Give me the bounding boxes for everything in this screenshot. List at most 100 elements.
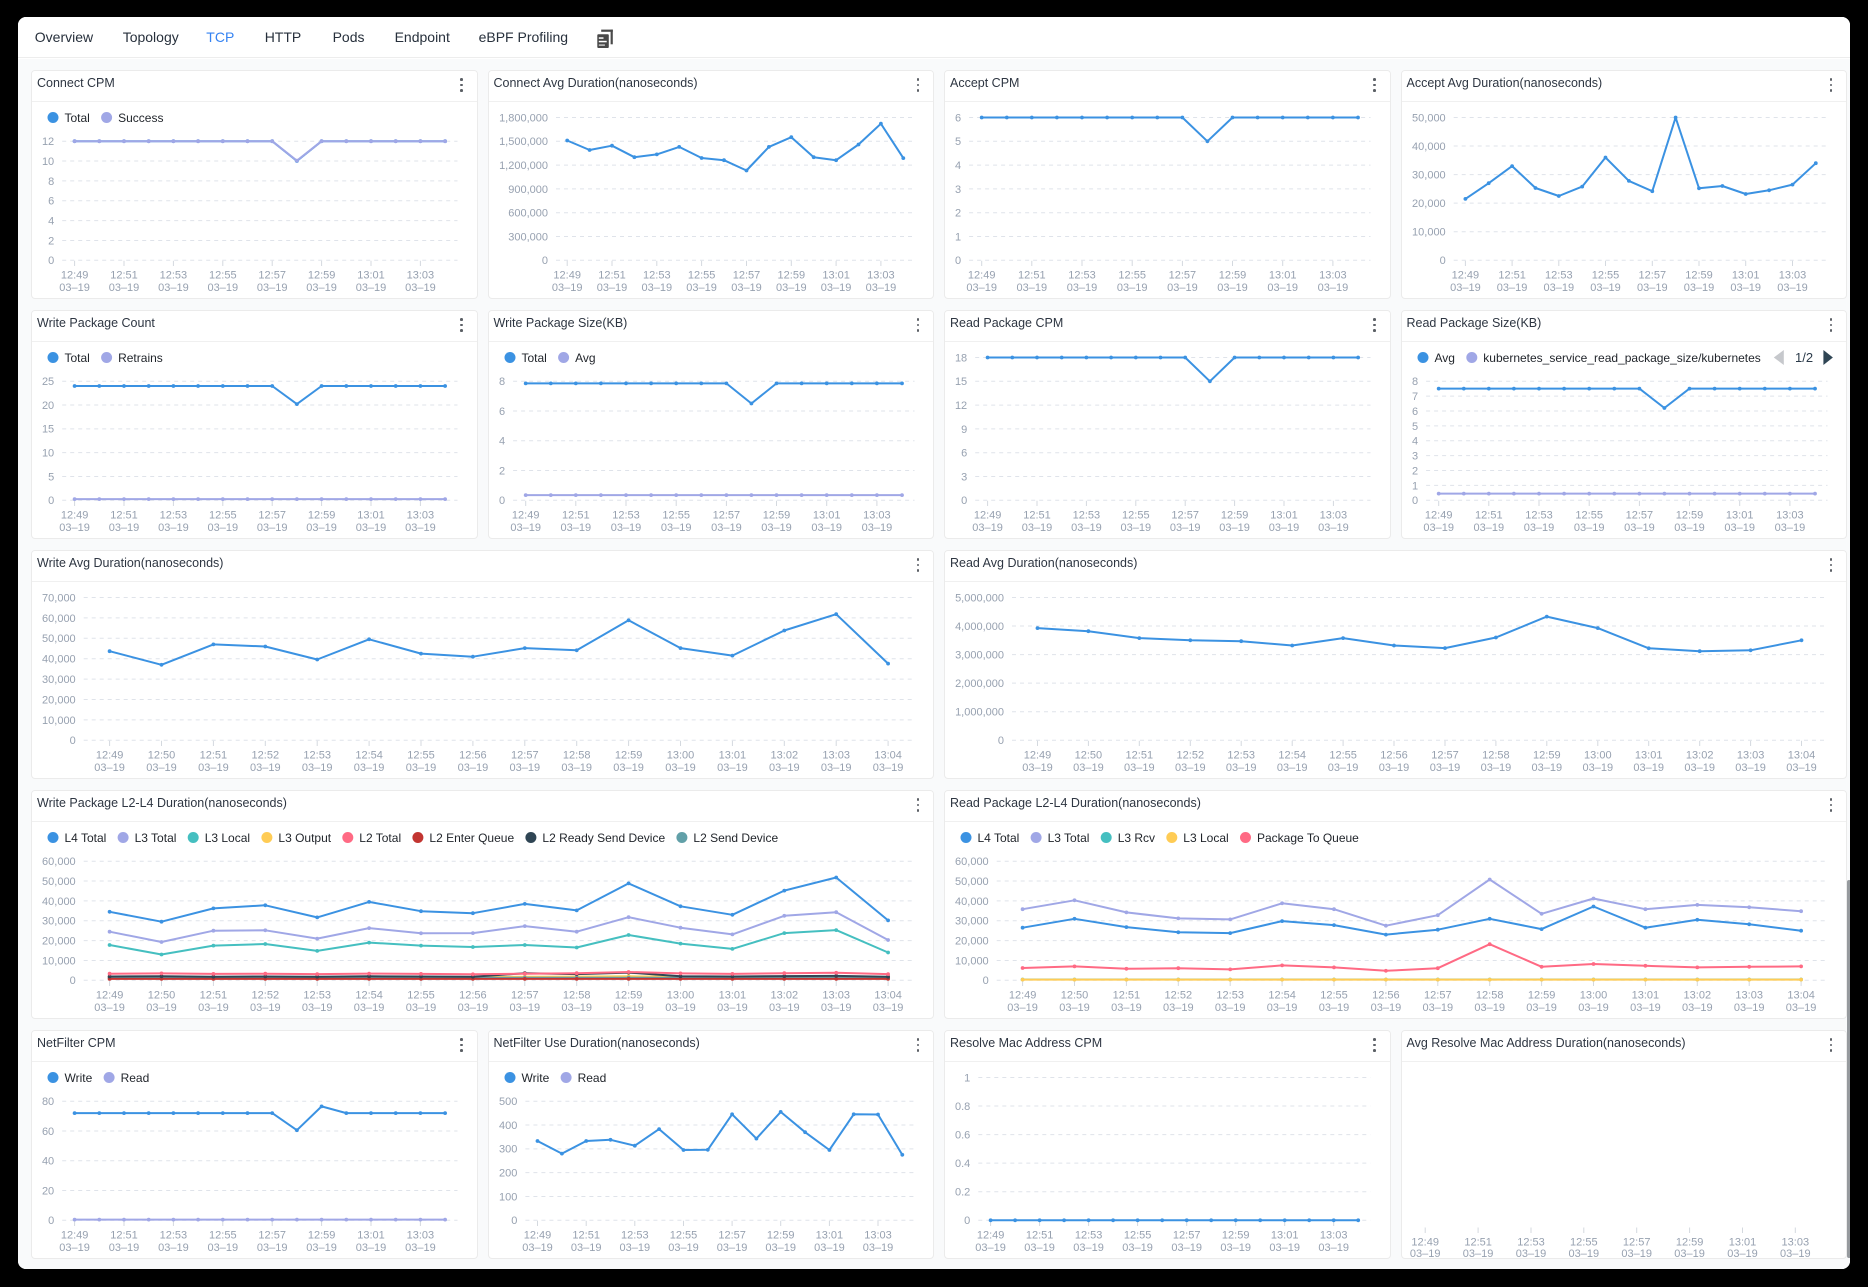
svg-text:20: 20	[42, 1185, 54, 1197]
svg-text:6: 6	[48, 196, 54, 208]
svg-text:0.4: 0.4	[955, 1158, 970, 1170]
svg-text:12:57: 12:57	[1169, 270, 1197, 282]
svg-text:12:55: 12:55	[209, 270, 237, 282]
svg-text:12:49: 12:49	[1411, 1236, 1439, 1248]
svg-text:03–19: 03–19	[109, 522, 140, 534]
svg-text:03–19: 03–19	[356, 282, 387, 294]
svg-text:03–19: 03–19	[1621, 1248, 1652, 1259]
svg-text:1,000,000: 1,000,000	[955, 707, 1004, 719]
svg-text:03–19: 03–19	[551, 282, 582, 294]
svg-text:03–19: 03–19	[1727, 1248, 1758, 1259]
svg-text:12:56: 12:56	[459, 750, 487, 762]
svg-text:12:51: 12:51	[110, 1230, 138, 1242]
svg-text:03–19: 03–19	[776, 282, 807, 294]
svg-text:0: 0	[1439, 255, 1445, 267]
svg-text:kubernetes_service_read_packag: kubernetes_service_read_package_size/kub…	[1483, 351, 1761, 365]
svg-text:12:57: 12:57	[258, 1230, 286, 1242]
svg-text:12:52: 12:52	[1165, 990, 1193, 1002]
svg-text:03–19: 03–19	[610, 522, 641, 534]
svg-text:12:59: 12:59	[1222, 1230, 1250, 1242]
svg-text:0: 0	[541, 255, 547, 267]
svg-text:03–19: 03–19	[1583, 762, 1614, 774]
svg-text:03–19: 03–19	[1474, 1002, 1505, 1014]
svg-text:12:55: 12:55	[407, 750, 435, 762]
svg-text:15: 15	[955, 376, 967, 388]
svg-text:5: 5	[955, 136, 961, 148]
svg-text:1/2: 1/2	[1795, 350, 1813, 365]
svg-text:L2 Total: L2 Total	[359, 831, 401, 845]
svg-text:13:03: 13:03	[863, 510, 891, 522]
svg-text:0: 0	[983, 975, 989, 987]
svg-text:13:01: 13:01	[1632, 990, 1660, 1002]
svg-text:12:51: 12:51	[200, 990, 228, 1002]
svg-text:12:49: 12:49	[61, 270, 89, 282]
svg-text:12:51: 12:51	[562, 510, 590, 522]
svg-text:03–19: 03–19	[641, 282, 672, 294]
svg-text:12:57: 12:57	[258, 510, 286, 522]
svg-text:40,000: 40,000	[42, 896, 76, 908]
svg-text:L3 Total: L3 Total	[1048, 831, 1090, 845]
svg-text:15: 15	[42, 424, 54, 436]
svg-text:03–19: 03–19	[406, 762, 437, 774]
svg-text:12:53: 12:53	[1525, 510, 1553, 522]
svg-text:03–19: 03–19	[146, 762, 177, 774]
svg-text:12:56: 12:56	[1380, 750, 1408, 762]
svg-text:03–19: 03–19	[1633, 762, 1664, 774]
svg-text:2,000,000: 2,000,000	[955, 678, 1004, 690]
svg-text:12:49: 12:49	[61, 510, 89, 522]
svg-text:03–19: 03–19	[1578, 1002, 1609, 1014]
svg-text:0.8: 0.8	[955, 1101, 970, 1113]
svg-text:20,000: 20,000	[42, 936, 76, 948]
svg-text:6: 6	[498, 406, 504, 418]
svg-text:13:03: 13:03	[1735, 990, 1763, 1002]
svg-text:60: 60	[42, 1126, 54, 1138]
svg-text:12:53: 12:53	[160, 270, 188, 282]
svg-text:03–19: 03–19	[146, 1002, 177, 1014]
svg-text:12:55: 12:55	[407, 990, 435, 1002]
svg-text:12:57: 12:57	[732, 270, 760, 282]
svg-text:12:57: 12:57	[511, 990, 539, 1002]
svg-text:12:51: 12:51	[200, 750, 228, 762]
svg-text:Read: Read	[577, 1071, 606, 1085]
svg-text:L4 Total: L4 Total	[65, 831, 107, 845]
svg-text:0: 0	[964, 1215, 970, 1227]
svg-text:400: 400	[499, 1120, 517, 1132]
svg-text:12:52: 12:52	[252, 990, 280, 1002]
svg-text:13:00: 13:00	[667, 990, 695, 1002]
svg-text:12:55: 12:55	[1124, 1230, 1152, 1242]
svg-text:12:55: 12:55	[209, 1230, 237, 1242]
svg-text:12:51: 12:51	[1464, 1236, 1492, 1248]
svg-text:12:51: 12:51	[110, 510, 138, 522]
svg-text:03–19: 03–19	[1462, 1248, 1493, 1259]
svg-text:12:57: 12:57	[258, 270, 286, 282]
svg-text:0: 0	[70, 975, 76, 987]
svg-text:80: 80	[42, 1096, 54, 1108]
svg-text:03–19: 03–19	[1371, 1002, 1402, 1014]
svg-text:03–19: 03–19	[405, 282, 436, 294]
svg-text:10: 10	[42, 448, 54, 460]
svg-text:12:51: 12:51	[1126, 750, 1154, 762]
svg-text:13:02: 13:02	[1686, 750, 1714, 762]
svg-text:300,000: 300,000	[508, 231, 548, 243]
svg-text:60,000: 60,000	[955, 856, 989, 868]
svg-text:03–19: 03–19	[59, 522, 90, 534]
svg-text:03–19: 03–19	[821, 1002, 852, 1014]
svg-text:12:51: 12:51	[1023, 510, 1051, 522]
svg-text:30,000: 30,000	[955, 916, 989, 928]
svg-text:03–19: 03–19	[711, 522, 742, 534]
svg-text:03–19: 03–19	[1111, 1002, 1142, 1014]
svg-text:12:57: 12:57	[1424, 990, 1452, 1002]
svg-text:300: 300	[499, 1144, 517, 1156]
svg-text:10,000: 10,000	[42, 955, 76, 967]
svg-text:12:59: 12:59	[1221, 510, 1249, 522]
svg-text:03–19: 03–19	[596, 282, 627, 294]
svg-text:12:57: 12:57	[1171, 510, 1199, 522]
svg-text:03–19: 03–19	[1423, 1002, 1454, 1014]
svg-text:12:59: 12:59	[1219, 270, 1247, 282]
svg-text:03–19: 03–19	[302, 1002, 333, 1014]
svg-text:12:53: 12:53	[643, 270, 671, 282]
svg-text:03–19: 03–19	[761, 522, 792, 534]
svg-text:03–19: 03–19	[1568, 1248, 1599, 1259]
svg-text:4,000,000: 4,000,000	[955, 621, 1004, 633]
svg-text:03–19: 03–19	[1735, 762, 1766, 774]
